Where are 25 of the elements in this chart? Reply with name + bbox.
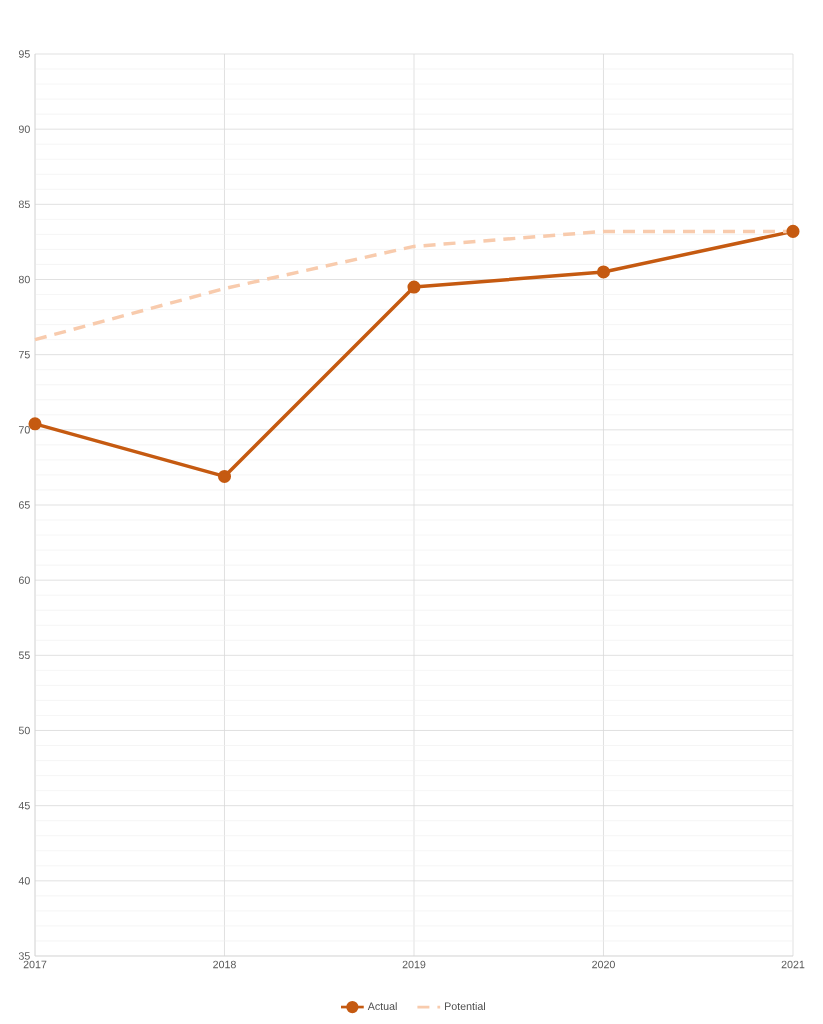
y-tick-label: 80 [18, 275, 30, 284]
point [217, 469, 232, 483]
x-tick-label: 2021 [781, 960, 805, 969]
y-tick-label: 85 [18, 200, 30, 209]
y-tick-label: 60 [18, 576, 30, 584]
x-tick-label: 2020 [592, 960, 615, 969]
y-tick-label: 90 [18, 125, 30, 133]
y-tick-label: 95 [18, 50, 30, 58]
x-tick-label: 2019 [402, 960, 426, 969]
x-tick-label: 2017 [23, 960, 47, 969]
point [596, 265, 611, 279]
point [28, 417, 42, 431]
y-tick-label: 55 [18, 651, 30, 660]
y-tick-label: 65 [18, 501, 30, 509]
y-tick-label: 45 [18, 801, 30, 810]
y-tick-label: 50 [18, 726, 30, 735]
y-tick-label: 40 [18, 877, 30, 885]
legend-label: Actual [367, 1002, 397, 1011]
y-tick-label: 35 [18, 952, 30, 960]
y-tick-label: 75 [18, 350, 30, 359]
legend-label: Potential [445, 1002, 485, 1011]
point [407, 280, 421, 294]
point [786, 224, 800, 238]
y-tick-label: 70 [18, 426, 30, 434]
x-tick-label: 2018 [213, 960, 236, 969]
